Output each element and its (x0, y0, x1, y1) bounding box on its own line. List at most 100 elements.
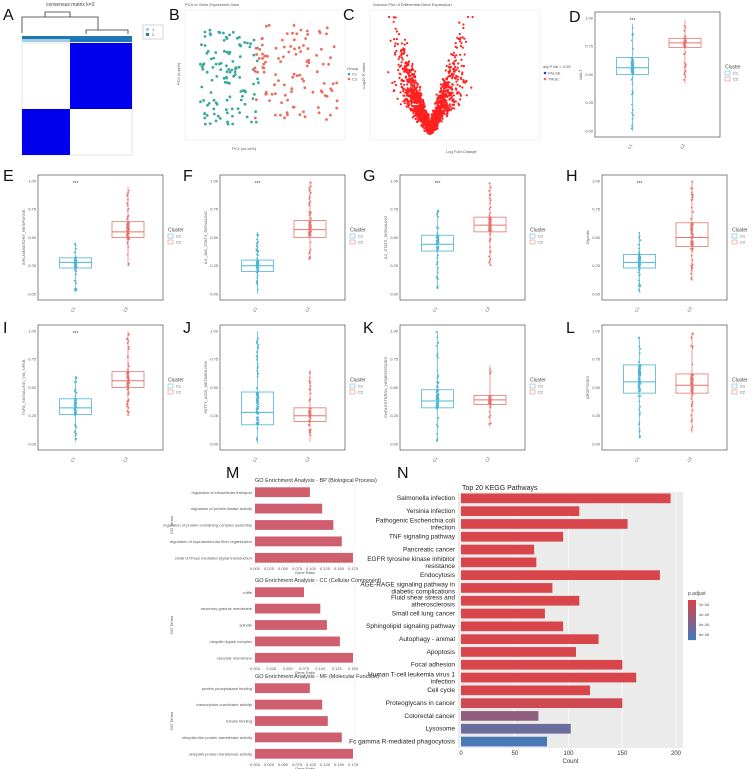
box-point (436, 249, 439, 252)
volcano-point (442, 78, 445, 81)
go-term-label: regulation of intracellular transport (192, 490, 253, 495)
box-point (489, 259, 491, 262)
volcano-point (395, 49, 398, 53)
cluster-bar-2 (22, 36, 132, 39)
box-point (489, 264, 492, 267)
volcano-point (419, 113, 422, 116)
box-point (638, 258, 640, 261)
kegg-colorbar-segment (688, 631, 696, 633)
pca-ylabel: PC2 (x.xx%) (176, 62, 181, 85)
kegg-label: Human T-cell leukemia virus 1 (368, 671, 455, 678)
volcano-point (452, 62, 455, 65)
legend-key (731, 389, 738, 395)
box-point (75, 289, 78, 291)
pca-point-c1 (239, 44, 243, 48)
volcano-point (403, 69, 406, 72)
box-point (489, 368, 491, 371)
kegg-label: Autophagy - animal (399, 636, 456, 643)
box-point (127, 414, 129, 416)
boxplot-ytick: 1.00 (28, 178, 37, 183)
pca-point-c2 (303, 115, 307, 119)
volcano-point (457, 102, 460, 105)
pca-point-c2 (325, 118, 328, 121)
box-point (308, 252, 311, 255)
kegg-colorbar-segment (688, 623, 696, 625)
boxplot-ytick: 0.50 (585, 72, 594, 77)
pca-point-c1 (257, 81, 260, 85)
panel-label-l: L (566, 320, 575, 337)
pca-point-c2 (317, 106, 320, 109)
volcano-points (387, 15, 474, 135)
pca-point-c2 (332, 45, 336, 49)
volcano-point (387, 71, 390, 74)
box-point (435, 345, 438, 347)
box-point (691, 403, 693, 405)
pca-point-c2 (289, 45, 293, 48)
volcano-point (405, 90, 408, 93)
boxplot-legend-c2: C2 (358, 240, 364, 245)
pca-point-c1 (239, 90, 243, 93)
pca-point-c1 (211, 66, 215, 69)
pca-point-c2 (264, 60, 267, 64)
panel-label-g: G (363, 168, 375, 185)
kegg-label: Fc gamma R-mediated phagocytosis (349, 738, 456, 745)
pca-point-c2 (285, 32, 289, 35)
volcano-point (406, 78, 409, 81)
volcano-point (410, 87, 413, 90)
go-subplot-title: GO Enrichment Analysis - BP (Biological … (255, 478, 377, 484)
box-point (630, 39, 633, 42)
box-point (255, 354, 258, 357)
pca-point-c2 (257, 57, 261, 60)
pca-point-c2 (261, 57, 264, 60)
kegg-bar (461, 647, 576, 657)
volcano-point (421, 103, 424, 106)
pca-point-c1 (206, 49, 210, 53)
box-point (75, 438, 78, 440)
pca-legend-c2: C2 (352, 77, 358, 82)
volcano-point (451, 88, 454, 91)
volcano-point (410, 96, 413, 99)
volcano-point (425, 111, 428, 114)
box-point (638, 414, 641, 416)
boxplot-ytick: 0.50 (390, 385, 399, 390)
volcano-point (389, 39, 392, 43)
volcano-point (426, 112, 429, 115)
pca-point-c1 (248, 45, 252, 49)
box-point (126, 216, 129, 219)
box-point (639, 411, 641, 414)
volcano-point (428, 120, 431, 124)
pca-point-c2 (335, 99, 339, 103)
volcano-point (454, 77, 457, 80)
volcano-point (405, 105, 408, 108)
volcano-point (427, 117, 430, 120)
legend-key (349, 389, 356, 395)
box-point (74, 263, 77, 265)
kegg-label: TNF signaling pathway (389, 534, 456, 541)
box-point (308, 223, 310, 226)
kegg-bar (461, 698, 623, 708)
box-point (436, 406, 439, 409)
pca-point-c2 (318, 31, 322, 35)
kegg-bar (461, 531, 564, 542)
volcano-point (452, 67, 455, 71)
volcano-point (418, 89, 421, 92)
box-point (437, 248, 439, 251)
pca-point-c1 (208, 32, 212, 35)
go-term-label: secretory granule membrane (201, 606, 253, 611)
volcano-point (436, 117, 439, 120)
go-subplot-title: GO Enrichment Analysis - MF (Molecular F… (255, 674, 379, 680)
box-point (637, 279, 640, 282)
volcano-legend-title: adj.P.Val < 0.05 (543, 64, 571, 69)
volcano-point (447, 59, 450, 62)
pca-point-c2 (279, 113, 282, 117)
volcano-point (415, 104, 418, 108)
pca-point-c2 (322, 82, 326, 85)
box-point (436, 232, 438, 235)
pca-point-c1 (238, 76, 242, 79)
kegg-label: Small cell lung cancer (392, 610, 456, 617)
pca-point-c1 (203, 35, 207, 38)
pca-point-c2 (297, 46, 301, 50)
go-ylabel: GO Terms (169, 712, 174, 730)
volcano-point (387, 15, 391, 19)
